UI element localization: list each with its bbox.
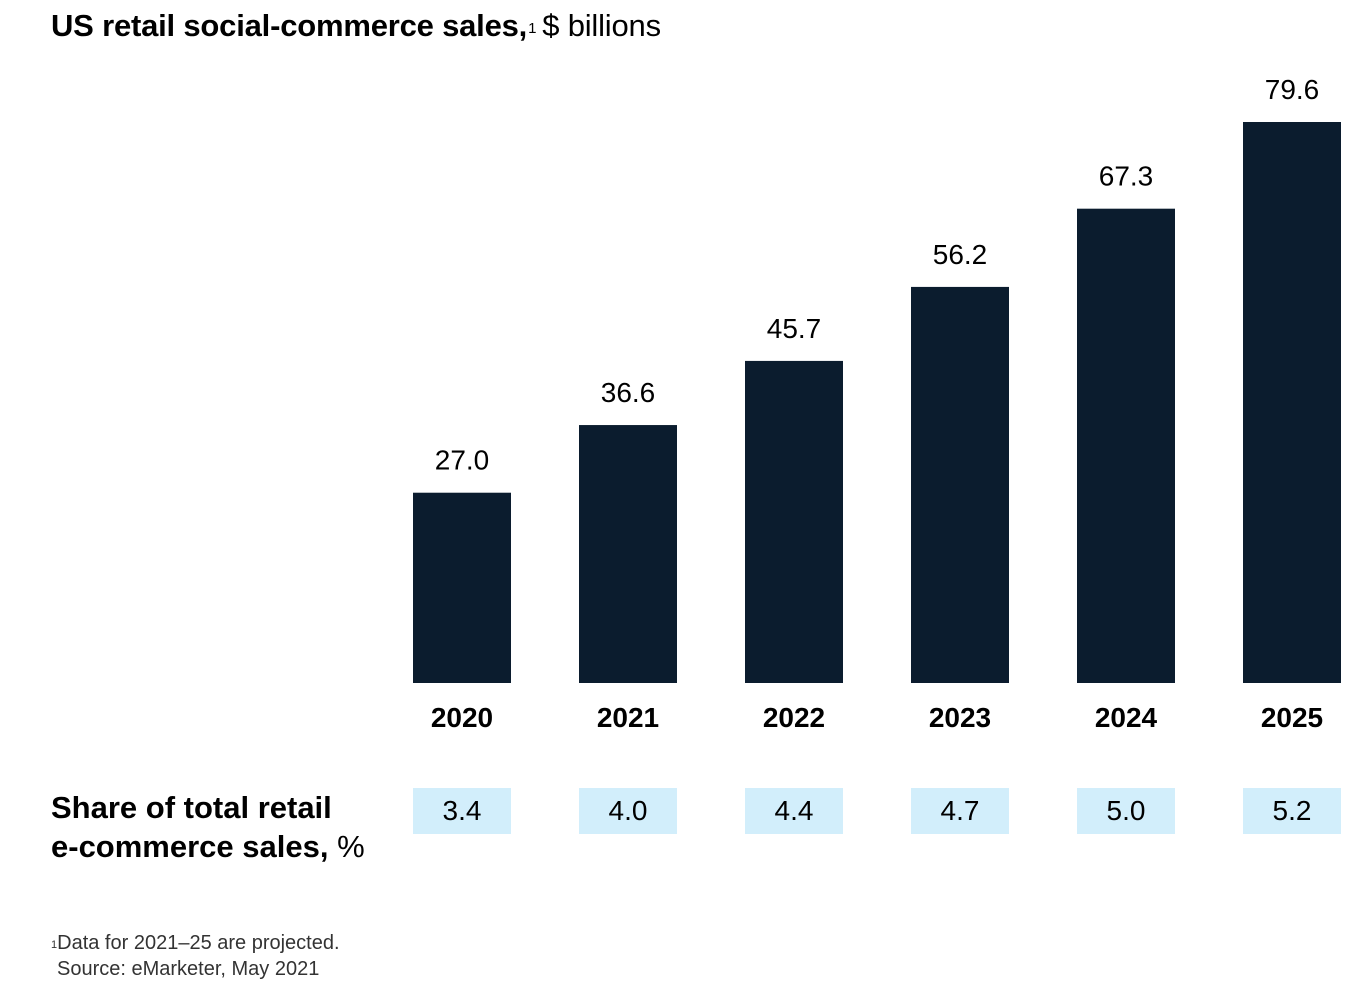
bar-2025 [1243,122,1341,683]
value-label-2021: 36.6 [601,377,656,408]
bar-2024 [1077,208,1175,683]
bars-group [413,122,1341,683]
value-label-2023: 56.2 [933,239,988,270]
share-label: Share of total retail e-commerce sales, … [51,788,365,866]
chart-title: US retail social-commerce sales,1 $ billi… [51,6,661,46]
chart-title-unit: $ billions [542,8,661,43]
value-label-2025: 79.6 [1265,74,1320,105]
source-note: Source: eMarketer, May 2021 [57,958,320,980]
share-value-2021: 4.0 [579,788,677,834]
footnote-marker: 1 [51,939,58,951]
footnote: 1Data for 2021–25 are projected. Source:… [51,930,340,982]
value-labels-group: 27.0 36.6 45.7 56.2 67.3 79.6 [435,74,1320,476]
value-label-2022: 45.7 [767,313,822,344]
share-value-2022: 4.4 [745,788,843,834]
share-value-2025: 5.2 [1243,788,1341,834]
share-value-2024: 5.0 [1077,788,1175,834]
value-label-2024: 67.3 [1099,161,1154,192]
bar-2020 [413,492,511,683]
year-label-2024: 2024 [1095,702,1158,733]
footnote-text: Data for 2021–25 are projected. [57,932,340,954]
year-label-2022: 2022 [763,702,825,733]
share-label-line2: e-commerce sales, [51,829,329,864]
value-label-2020: 27.0 [435,445,490,476]
share-value-2020: 3.4 [413,788,511,834]
share-label-unit: % [337,829,365,864]
year-label-2023: 2023 [929,702,991,733]
share-value-2023: 4.7 [911,788,1009,834]
year-label-2021: 2021 [597,702,659,733]
year-label-2020: 2020 [431,702,493,733]
title-footnote-marker: 1 [528,20,537,37]
bar-2022 [745,360,843,683]
year-label-2025: 2025 [1261,702,1323,733]
share-label-line1: Share of total retail [51,790,332,825]
chart-title-main: US retail social-commerce sales, [51,8,528,43]
bar-2021 [579,425,677,683]
year-labels-group: 2020 2021 2022 2023 2024 2025 [431,702,1323,733]
bar-2023 [911,286,1009,683]
